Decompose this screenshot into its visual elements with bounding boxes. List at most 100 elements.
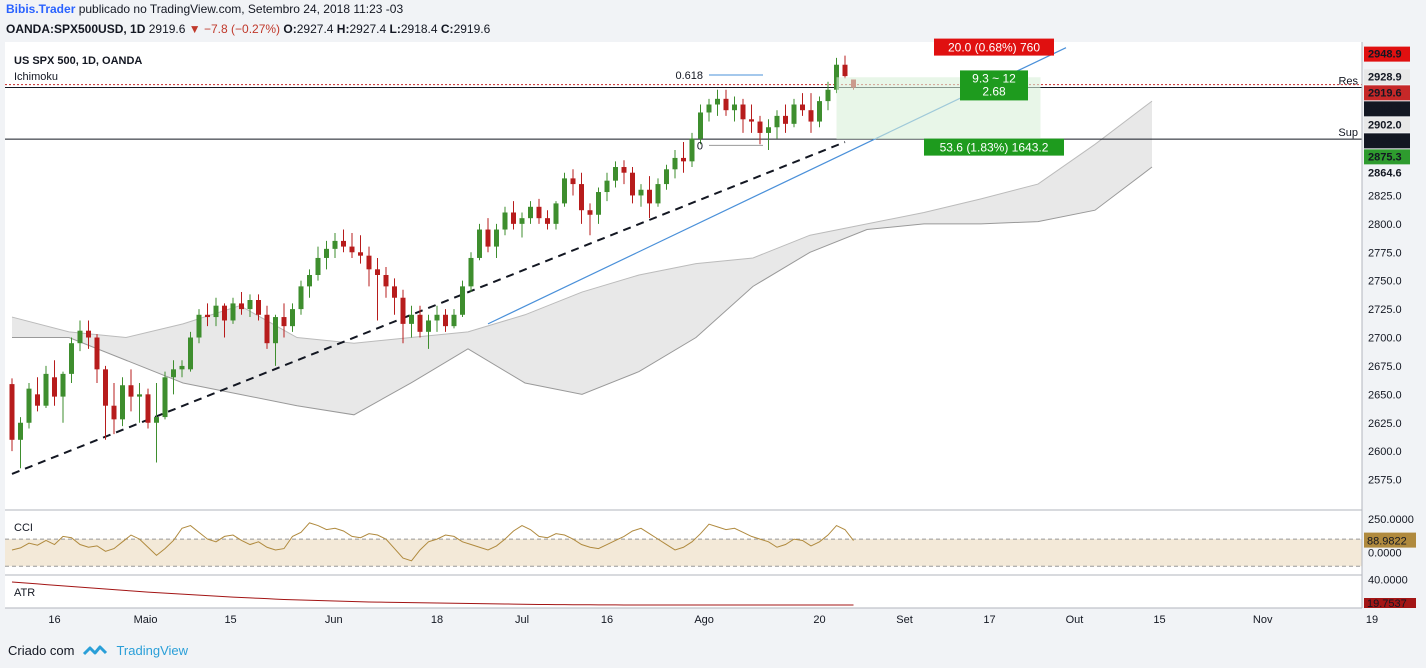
candle-body — [757, 121, 763, 133]
candle-body — [604, 180, 610, 193]
price-tick-label: 2625.0 — [1368, 418, 1402, 430]
atr-value-bg — [1364, 598, 1416, 608]
price-axis[interactable]: 2575.0 2600.0 2625.0 2650.0 2675.0 2700.0 2725… — [1364, 46, 1410, 487]
candle-body — [519, 218, 525, 224]
candle-body — [315, 257, 321, 275]
candle-body — [383, 275, 389, 287]
candle-body — [94, 337, 100, 370]
price-label-bg — [1364, 117, 1410, 133]
open-label: O: — [283, 22, 297, 36]
price-label: 2875.3 — [1368, 151, 1402, 163]
candle-body — [706, 104, 712, 113]
atr-value-label: 19.7537 — [1367, 598, 1407, 610]
symbol-label: OANDA:SPX500USD, 1D — [6, 22, 146, 36]
candle-body — [791, 104, 797, 124]
cci-label: CCI — [14, 522, 33, 534]
time-tick-label: 16 — [601, 614, 613, 626]
author-link[interactable]: Bibis.Trader — [6, 2, 76, 16]
candle-body — [281, 317, 287, 327]
price-tick-label: 2775.0 — [1368, 247, 1402, 259]
level-label-sup: Sup — [1338, 127, 1358, 139]
time-tick-label: 15 — [224, 614, 236, 626]
candles — [9, 55, 856, 469]
candle-body — [664, 169, 669, 185]
candle-body — [111, 405, 117, 420]
price-label: 2874.5 — [1368, 135, 1402, 147]
candle-body — [817, 101, 822, 122]
price-label-bg — [1364, 46, 1410, 62]
time-tick-label: Ago — [694, 614, 714, 626]
candle-body — [638, 189, 644, 196]
bottom-measure-box-text: 53.6 (1.83%) 1643.2 — [940, 141, 1049, 155]
candle-body — [443, 314, 448, 327]
close-label: C: — [440, 22, 454, 36]
last-price: 2919.6 — [148, 22, 186, 36]
candle-body — [154, 417, 159, 423]
price-tick-label: 2800.0 — [1368, 219, 1402, 231]
indicator-label: Ichimoku — [14, 71, 58, 83]
down-triangle-icon: ▼ — [188, 22, 201, 36]
fib-label: 0 — [697, 140, 703, 152]
price-label: 2864.6 — [1368, 167, 1402, 179]
price-label: 2914.3 — [1368, 103, 1402, 115]
time-axis[interactable]: 16Maio15Jun18Jul16Ago20Set17Out15Nov19De… — [48, 614, 1426, 626]
ichimoku-cloud — [11, 100, 1153, 416]
low-label: L: — [389, 22, 401, 36]
candle-body — [69, 343, 74, 374]
candle-body — [392, 286, 397, 298]
candle-body — [273, 317, 278, 344]
candle-body — [587, 210, 593, 215]
candle-body — [800, 104, 805, 111]
tradingview-brand-link[interactable]: TradingView — [116, 643, 189, 658]
candle-body — [256, 300, 261, 315]
candle-body — [26, 388, 32, 423]
cci-value-bg — [1364, 532, 1416, 548]
price-tick-label: 2650.0 — [1368, 389, 1402, 401]
candle-body — [196, 314, 202, 338]
candle-body — [485, 229, 491, 247]
candle-body — [298, 286, 304, 310]
candle-body — [647, 189, 652, 204]
candle-body — [740, 104, 746, 120]
cloud-area — [12, 101, 1152, 415]
mid-measure-box-text: 2.68 — [982, 84, 1006, 98]
candle-body — [426, 320, 431, 332]
price-tick-label: 2725.0 — [1368, 304, 1402, 316]
candle-body — [290, 309, 295, 327]
candle-body — [18, 422, 23, 440]
candle-body — [264, 314, 270, 344]
time-tick-label: Out — [1066, 614, 1084, 626]
candle-body — [307, 275, 312, 287]
candle-body — [570, 178, 576, 185]
candle-body — [468, 257, 474, 287]
candle-body — [451, 314, 457, 327]
time-tick-label: 20 — [813, 614, 825, 626]
time-tick-label: 16 — [48, 614, 60, 626]
candle-body — [9, 384, 15, 440]
top-measure-box-text: 20.0 (0.68%) 760 — [948, 41, 1040, 55]
candle-body — [621, 167, 627, 173]
top-measure-box-bg — [934, 38, 1054, 56]
candle-body — [553, 203, 559, 224]
time-tick-label: Maio — [134, 614, 158, 626]
price-label: 2928.9 — [1368, 71, 1402, 83]
candle-body — [579, 184, 584, 211]
cci-line — [11, 522, 854, 562]
candle-body — [511, 212, 516, 224]
candle-body — [205, 314, 210, 318]
atr-line — [11, 581, 854, 606]
candle-body — [409, 314, 414, 324]
open-value: 2927.4 — [296, 22, 334, 36]
candle-body — [596, 192, 601, 215]
candle-body — [145, 394, 151, 423]
candle-body — [825, 89, 831, 102]
cloud-lower-line — [12, 166, 1153, 416]
candle-body — [103, 369, 108, 406]
cci-band — [5, 539, 1362, 567]
low-value: 2918.4 — [400, 22, 438, 36]
candle-body — [842, 64, 848, 77]
publish-info: Bibis.Trader publicado no TradingView.co… — [6, 2, 403, 16]
candle-body — [698, 112, 703, 139]
